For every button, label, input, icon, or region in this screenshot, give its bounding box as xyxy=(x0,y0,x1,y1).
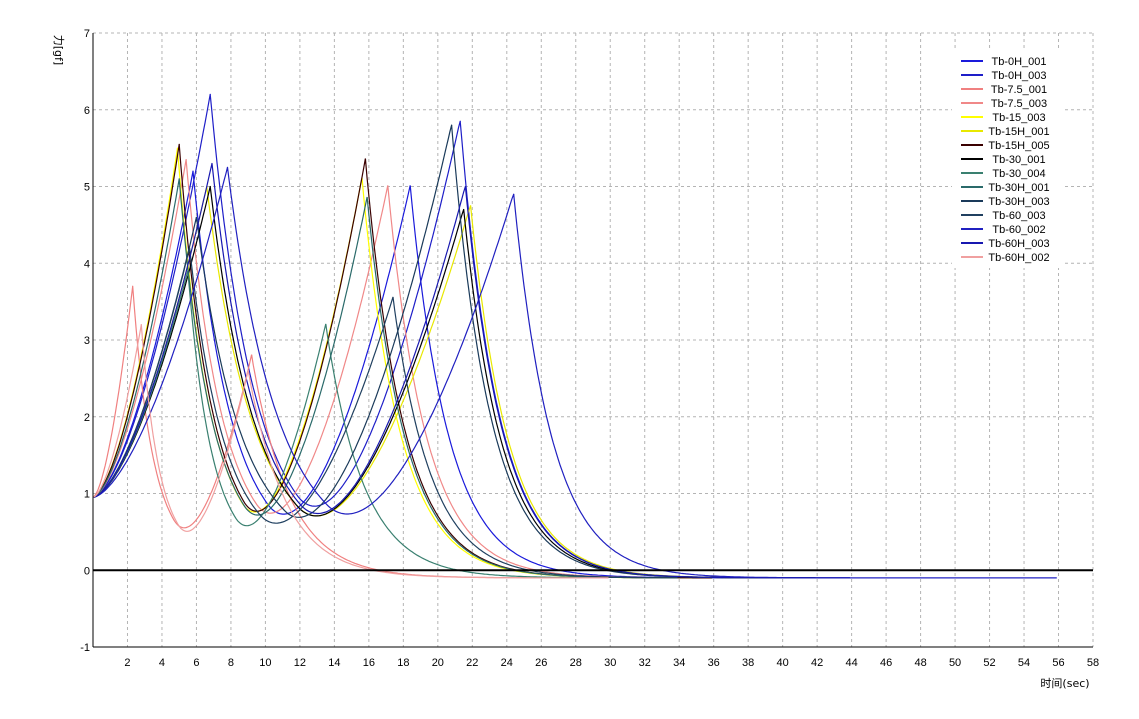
grid-lines xyxy=(93,32,1094,648)
series-peak-point xyxy=(178,178,180,180)
series-peak-point xyxy=(366,197,368,199)
x-tick-label: 4 xyxy=(159,657,165,669)
series-peak-point xyxy=(364,159,367,161)
y-tick-label: 6 xyxy=(84,105,90,117)
x-tick-label: 26 xyxy=(535,657,547,669)
x-tick-label: 50 xyxy=(949,657,961,669)
axes xyxy=(92,33,1093,648)
x-tick-label: 30 xyxy=(604,657,616,669)
legend-label: Tb-30_001 xyxy=(992,154,1045,166)
x-axis-title: 时间(sec) xyxy=(1040,677,1089,690)
x-tick-label: 58 xyxy=(1087,657,1099,669)
legend-label: Tb-7.5_001 xyxy=(991,84,1047,96)
series-peak-point xyxy=(185,159,187,161)
series-lines xyxy=(92,93,1093,579)
x-tick-label: 38 xyxy=(742,657,754,669)
series-peak-point xyxy=(392,297,394,299)
legend-label: Tb-30_004 xyxy=(992,168,1045,180)
series-peak-point xyxy=(178,143,180,145)
series-peak-point xyxy=(192,170,194,172)
y-tick-label: 5 xyxy=(84,182,90,194)
series-peak-point xyxy=(209,93,211,95)
series-line-Tb-30H_001 xyxy=(92,178,678,579)
legend-label: Tb-15H_001 xyxy=(988,126,1049,138)
x-tick-label: 6 xyxy=(193,657,199,669)
x-tick-label: 10 xyxy=(259,657,271,669)
series-line-Tb-30_004 xyxy=(92,270,609,579)
series-peak-point xyxy=(211,162,213,165)
x-tick-label: 22 xyxy=(466,657,478,669)
x-tick-label: 44 xyxy=(845,657,857,669)
series-line-Tb-60H_003 xyxy=(92,163,850,579)
x-tick-label: 28 xyxy=(570,657,582,669)
x-tick-label: 2 xyxy=(124,657,130,669)
y-tick-label: 7 xyxy=(84,28,90,40)
y-tick-label: 0 xyxy=(84,565,90,577)
series-peak-point xyxy=(188,247,191,249)
legend-label: Tb-15H_005 xyxy=(988,140,1049,152)
x-tick-label: 42 xyxy=(811,657,823,669)
series-peak-point xyxy=(459,120,461,122)
series-peak-point xyxy=(140,324,142,326)
y-tick-label: 1 xyxy=(84,489,90,501)
legend-label: Tb-30H_003 xyxy=(988,196,1049,208)
series-peak-point xyxy=(209,185,211,188)
y-tick-label: 3 xyxy=(84,335,90,347)
series-peak-point xyxy=(387,185,389,188)
legend-label: Tb-30H_001 xyxy=(988,182,1049,194)
legend-label: Tb-7.5_003 xyxy=(991,98,1047,110)
legend-label: Tb-0H_001 xyxy=(991,56,1046,68)
series-line-Tb-60H_002 xyxy=(92,324,609,579)
x-tick-label: 24 xyxy=(501,657,513,669)
legend: Tb-0H_001 Tb-0H_003 Tb-7.5_001 Tb-7.5_003 Tb… xyxy=(952,50,1064,268)
series-peak-point xyxy=(195,216,198,218)
x-tick-label: 32 xyxy=(639,657,651,669)
series-peak-point xyxy=(132,285,134,287)
series-peak-point xyxy=(469,205,472,207)
series-peak-point xyxy=(451,124,453,126)
x-tick-label: 14 xyxy=(328,657,340,669)
x-tick-label: 12 xyxy=(294,657,306,669)
series-peak-point xyxy=(247,370,249,372)
series-line-Tb-7.5_003 xyxy=(92,159,644,579)
series-peak-point xyxy=(463,208,465,211)
x-tick-label: 20 xyxy=(432,657,444,669)
y-tick-label: -1 xyxy=(80,642,90,654)
y-tick-label: 4 xyxy=(84,258,90,270)
series-peak-point xyxy=(513,193,515,195)
x-tick-label: 56 xyxy=(1052,657,1064,669)
series-line-Tb-0H_001 xyxy=(92,171,850,579)
series-peak-point xyxy=(325,324,327,326)
legend-label: Tb-0H_003 xyxy=(991,70,1046,82)
legend-label: Tb-60H_003 xyxy=(988,238,1049,250)
x-tick-label: 36 xyxy=(708,657,720,669)
series-peak-point xyxy=(251,354,253,356)
series-peak-point xyxy=(226,166,229,168)
series-line-Tb-60_002 xyxy=(92,167,1057,579)
legend-label: Tb-60_003 xyxy=(992,210,1045,222)
x-tick-label: 46 xyxy=(880,657,892,669)
legend-label: Tb-60H_002 xyxy=(988,252,1049,264)
legend-label: Tb-60_002 xyxy=(992,224,1045,236)
x-tick-label: 40 xyxy=(777,657,789,669)
x-tick-label: 54 xyxy=(1018,657,1030,669)
series-peak-point xyxy=(409,185,411,188)
x-tick-label: 48 xyxy=(914,657,926,669)
x-tick-label: 18 xyxy=(397,657,409,669)
tick-labels: 2 4 6 8 10 12 14 16 18 20 22 24 26 28 30 32 34 36 38 40 42 44… xyxy=(80,28,1099,669)
x-tick-label: 16 xyxy=(363,657,375,669)
series-peak-point xyxy=(464,185,467,188)
series-peak-point xyxy=(176,147,179,149)
x-tick-label: 34 xyxy=(673,657,685,669)
y-tick-label: 2 xyxy=(84,412,90,424)
x-tick-label: 8 xyxy=(228,657,234,669)
x-tick-label: 52 xyxy=(983,657,995,669)
legend-label: Tb-15_003 xyxy=(992,112,1045,124)
y-axis-title: 力[gf] xyxy=(52,35,65,65)
